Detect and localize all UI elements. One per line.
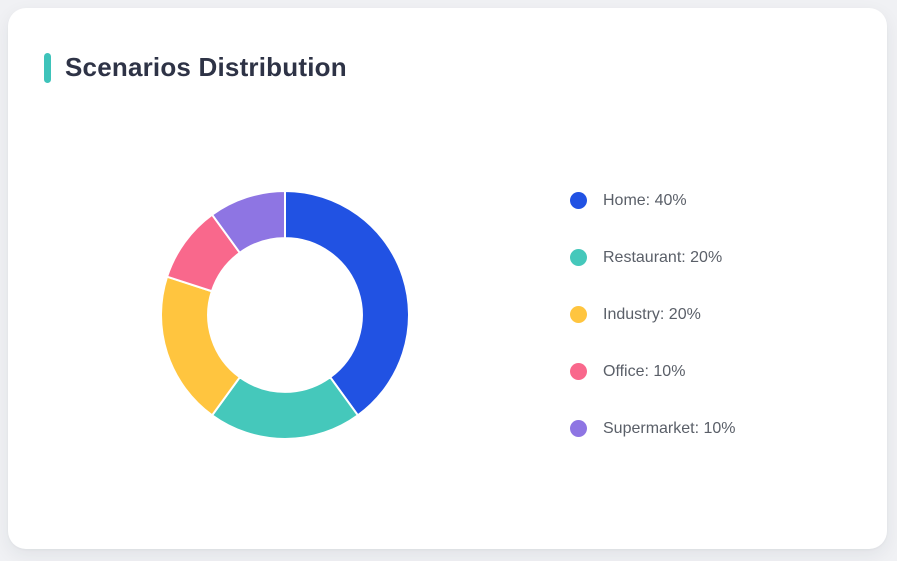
legend-item-office[interactable]: Office: 10% bbox=[570, 363, 736, 380]
card-header: Scenarios Distribution bbox=[44, 52, 347, 83]
donut-slice-home[interactable] bbox=[284, 190, 410, 417]
chart-legend: Home: 40% Restaurant: 20% Industry: 20% Off… bbox=[570, 192, 736, 437]
legend-dot-office bbox=[570, 363, 587, 380]
legend-dot-restaurant bbox=[570, 249, 587, 266]
legend-label-restaurant: Restaurant: 20% bbox=[603, 248, 723, 266]
legend-label-home: Home: 40% bbox=[603, 191, 687, 209]
legend-item-home[interactable]: Home: 40% bbox=[570, 192, 736, 209]
legend-label-industry: Industry: 20% bbox=[603, 305, 701, 323]
legend-item-restaurant[interactable]: Restaurant: 20% bbox=[570, 249, 736, 266]
card-title: Scenarios Distribution bbox=[65, 52, 347, 82]
title-accent-bar bbox=[44, 52, 51, 83]
donut-slice-industry[interactable] bbox=[160, 275, 241, 417]
donut-chart-svg bbox=[160, 190, 410, 440]
scenarios-distribution-card: Scenarios Distribution Home: 40% Restaura… bbox=[8, 8, 887, 549]
donut-chart bbox=[160, 190, 410, 440]
legend-item-industry[interactable]: Industry: 20% bbox=[570, 306, 736, 323]
legend-dot-supermarket bbox=[570, 420, 587, 437]
legend-item-supermarket[interactable]: Supermarket: 10% bbox=[570, 420, 736, 437]
legend-dot-industry bbox=[570, 306, 587, 323]
legend-label-office: Office: 10% bbox=[603, 362, 686, 380]
legend-label-supermarket: Supermarket: 10% bbox=[603, 419, 736, 437]
legend-dot-home bbox=[570, 192, 587, 209]
donut-slice-supermarket[interactable] bbox=[211, 190, 286, 254]
